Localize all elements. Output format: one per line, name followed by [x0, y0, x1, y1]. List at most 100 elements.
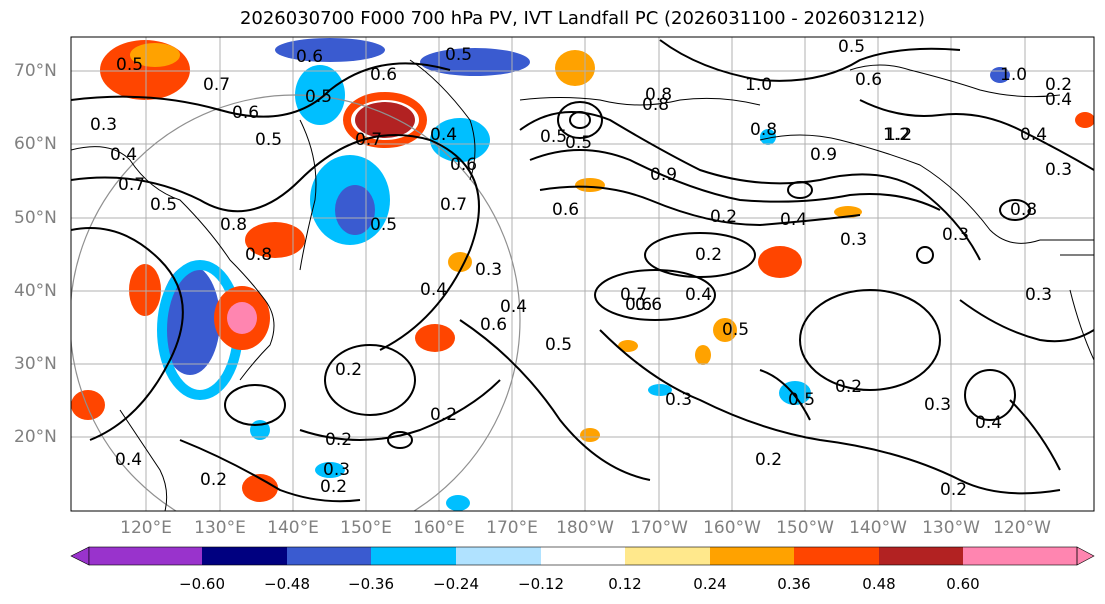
- contour-label: 1.2: [883, 125, 910, 145]
- lon-label: 120°E: [120, 518, 172, 538]
- contour-label: 0.6: [635, 295, 662, 315]
- contour-labels: 0.5 0.7 0.3 0.4 0.6 0.5 0.6 0.5 0.5 0.6 …: [90, 37, 1072, 500]
- contour-label: 0.6: [552, 200, 579, 220]
- contour-label: 0.7: [203, 75, 230, 95]
- contour-label: 0.6: [855, 70, 882, 90]
- contour-label: 0.5: [116, 55, 143, 75]
- contour-label: 0.8: [1010, 200, 1037, 220]
- contour-label: 0.4: [780, 210, 807, 230]
- colorbar-segment: [202, 547, 287, 565]
- lon-label: 130°E: [194, 518, 246, 538]
- contour-label: 0.5: [788, 390, 815, 410]
- contour-label: 0.4: [115, 450, 142, 470]
- coastlines: [71, 59, 1094, 511]
- contour-label: 0.8: [220, 215, 247, 235]
- colorbar-segment: [371, 547, 456, 565]
- colorbar-tick: 0.24: [693, 575, 727, 593]
- contour-label: 0.2: [695, 245, 722, 265]
- colorbar-max-arrow: [1076, 546, 1095, 566]
- contour-label: 0.3: [1025, 285, 1052, 305]
- contour-label: 0.2: [200, 470, 227, 490]
- colorbar-segment: [456, 547, 541, 565]
- contour-label: 0.2: [335, 360, 362, 380]
- colorbar-tick: −0.36: [348, 575, 394, 593]
- contour-label: 0.4: [685, 285, 712, 305]
- colorbar-segment: [89, 547, 202, 565]
- colorbar-tick: −0.24: [433, 575, 479, 593]
- lon-label: 150°E: [340, 518, 392, 538]
- contour-label: 0.7: [620, 285, 647, 305]
- contour-label: 0.5: [838, 37, 865, 57]
- pv-shading: [71, 38, 1094, 511]
- lon-label: 170°E: [486, 518, 538, 538]
- contour-label: 0.3: [840, 230, 867, 250]
- contour-label: 0.8: [245, 245, 272, 265]
- contour-label: 0.2: [755, 450, 782, 470]
- contour-label: 0.6: [232, 103, 259, 123]
- contour-label: 1.0: [745, 75, 772, 95]
- colorbar: [70, 546, 1095, 566]
- lon-label: 130°W: [922, 518, 980, 538]
- contour-label: 0.3: [924, 395, 951, 415]
- lon-label: 140°E: [267, 518, 319, 538]
- contour-label: 0.6: [450, 155, 477, 175]
- lat-label: 70°N: [14, 61, 57, 81]
- contour-label: 0.3: [323, 460, 350, 480]
- contour-label: 0.5: [722, 320, 749, 340]
- contour-label: 0.6: [480, 315, 507, 335]
- contour-label: 0.5: [565, 133, 592, 153]
- pv-blob: [355, 102, 415, 138]
- contour-label: 0.5: [545, 335, 572, 355]
- contour-label: 1.2: [885, 125, 912, 145]
- contour-label: 0.4: [500, 297, 527, 317]
- contour-label: 0.3: [1045, 160, 1072, 180]
- contour-label: 0.8: [645, 85, 672, 105]
- colorbar-segment: [963, 547, 1077, 565]
- lat-label: 30°N: [14, 354, 57, 374]
- contour-label: 0.2: [835, 377, 862, 397]
- contour-label: 0.3: [665, 390, 692, 410]
- lon-label: 160°E: [413, 518, 465, 538]
- colorbar-segment: [710, 547, 794, 565]
- contour-label: 0.4: [420, 280, 447, 300]
- contour-label: 0.5: [445, 45, 472, 65]
- colorbar-tick: −0.12: [518, 575, 564, 593]
- contour-label: 0.5: [305, 87, 332, 107]
- contour-label: 0.9: [810, 145, 837, 165]
- colorbar-tick: 0.12: [608, 575, 642, 593]
- contour-label: 0.5: [150, 195, 177, 215]
- pv-blob: [420, 48, 530, 76]
- lon-label: 140°W: [849, 518, 907, 538]
- lon-label: 120°W: [993, 518, 1051, 538]
- contour-label: 0.8: [750, 120, 777, 140]
- colorbar-segment: [879, 547, 963, 565]
- map-frame: [70, 36, 1095, 512]
- contour-label: 0.2: [430, 405, 457, 425]
- pv-blob: [245, 222, 305, 258]
- colorbar-tick: −0.48: [264, 575, 310, 593]
- lon-label: 160°W: [703, 518, 761, 538]
- pv-blob: [758, 246, 802, 278]
- contour-label: 0.3: [942, 225, 969, 245]
- contour-label: 0.3: [90, 115, 117, 135]
- colorbar-segment: [794, 547, 879, 565]
- contour-label: 0.5: [370, 215, 397, 235]
- lon-label: 150°W: [776, 518, 834, 538]
- contour-label: 0.5: [540, 127, 567, 147]
- colorbar-tick: 0.60: [946, 575, 980, 593]
- lon-label: 180°W: [556, 518, 614, 538]
- contour-label: 0.2: [320, 477, 347, 497]
- contour-label: 0.2: [710, 207, 737, 227]
- range-circle: [71, 94, 521, 511]
- contour-label: 0.6: [370, 65, 397, 85]
- contour-label: 0.2: [1045, 75, 1072, 95]
- lon-label: 170°W: [630, 518, 688, 538]
- contour-label: 0.7: [440, 195, 467, 215]
- contour-label: 0.2: [940, 480, 967, 500]
- contour-label: 0.5: [255, 130, 282, 150]
- contour-label: 0.9: [650, 165, 677, 185]
- contour-label: 0.3: [475, 260, 502, 280]
- lat-label: 40°N: [14, 281, 57, 301]
- lat-label: 60°N: [14, 134, 57, 154]
